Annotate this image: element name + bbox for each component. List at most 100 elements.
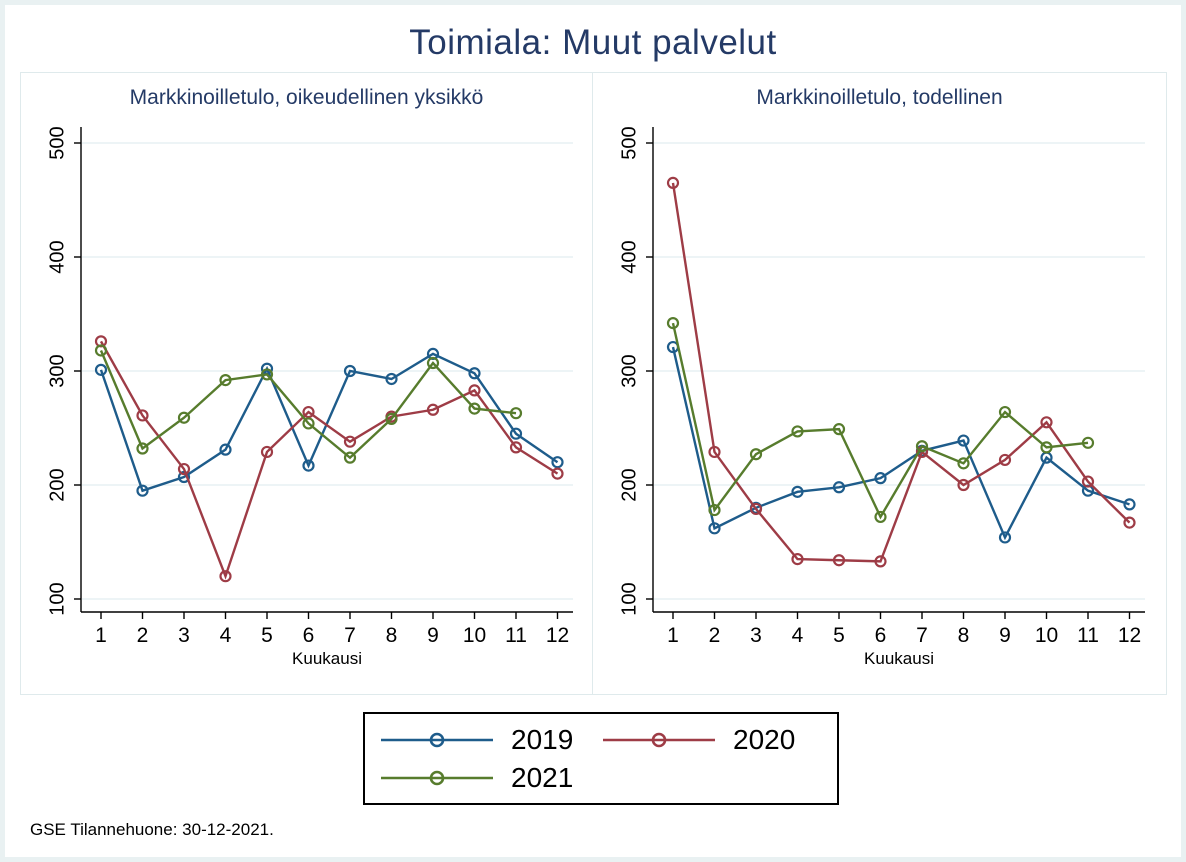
x-axis-label: Kuukausi	[864, 649, 934, 668]
y-tick-label: 300	[46, 354, 68, 387]
data-marker-2020	[832, 554, 846, 567]
x-axis-label: Kuukausi	[292, 649, 362, 668]
data-marker-2020	[1081, 475, 1095, 488]
series-line-2020	[671, 182, 1131, 563]
data-marker-2021	[302, 417, 315, 430]
data-marker-2019	[509, 427, 523, 440]
data-marker-2021	[791, 425, 804, 438]
data-marker-2020	[1123, 516, 1136, 529]
x-tick-label: 4	[220, 624, 232, 647]
x-tick-label: 5	[833, 624, 845, 647]
y-tick-label: 200	[618, 468, 640, 501]
data-marker-2019	[957, 434, 970, 447]
legend-box: 2019 2020 2021	[363, 712, 839, 805]
left-chart-title: Markkinoilletulo, oikeudellinen yksikkö	[129, 86, 484, 109]
x-tick-label: 3	[178, 624, 190, 647]
source-note: GSE Tilannehuone: 30-12-2021.	[30, 820, 274, 839]
data-marker-2019	[791, 485, 804, 498]
legend-entry-2020: 2020	[601, 724, 823, 756]
y-tick-label: 400	[618, 240, 640, 273]
y-tick-label: 300	[618, 354, 640, 387]
legend-label-2019: 2019	[511, 723, 574, 755]
data-marker-2020	[666, 176, 680, 190]
data-marker-2021	[426, 356, 440, 370]
legend-entry-2021: 2021	[379, 762, 601, 794]
x-tick-label: 4	[792, 624, 804, 647]
data-marker-2020	[468, 384, 481, 397]
data-marker-2021	[708, 503, 721, 517]
data-marker-2019	[468, 367, 481, 380]
data-marker-2019	[219, 443, 232, 456]
left-chart-panel: 100 200 300 400 500 1 2 3 4 5 6 7 8 9 10 11 12 Kuukausi M…	[20, 72, 593, 695]
data-marker-2019	[302, 459, 315, 472]
data-marker-2019	[136, 484, 149, 497]
x-tick-label: 7	[344, 624, 356, 647]
x-tick-label: 11	[1077, 624, 1099, 647]
data-marker-2019	[94, 363, 108, 376]
data-marker-2019	[343, 364, 357, 378]
data-marker-2021	[219, 374, 232, 387]
x-tick-label: 3	[750, 624, 762, 647]
legend-label-2021: 2021	[511, 761, 574, 793]
data-marker-2019	[1123, 498, 1136, 511]
x-tick-label: 10	[463, 624, 486, 647]
data-marker-2021	[509, 407, 523, 420]
series-line-2021	[99, 350, 517, 460]
data-marker-2020	[136, 409, 149, 422]
y-tick-label: 400	[46, 240, 68, 273]
legend-label-2020: 2020	[733, 723, 796, 755]
x-tick-label: 10	[1035, 624, 1058, 647]
x-tick-label: 6	[303, 624, 315, 647]
data-marker-2021	[832, 423, 846, 436]
data-marker-2020	[426, 403, 440, 416]
right-chart-panel: 100 200 300 400 500 1 2 3 4 5 6 7 8 9 10 11 12 Kuukausi M…	[592, 72, 1167, 695]
data-marker-2021	[1040, 441, 1053, 454]
legend-entry-2019: 2019	[379, 724, 601, 756]
x-tick-label: 2	[709, 624, 721, 647]
figure-title: Toimiala: Muut palvelut	[409, 23, 777, 62]
data-marker-2020	[708, 445, 721, 459]
series-line-2019	[99, 352, 559, 493]
x-tick-label: 1	[667, 624, 679, 647]
data-marker-2021	[998, 405, 1012, 419]
data-marker-2020	[957, 478, 970, 492]
data-marker-2021	[1081, 436, 1095, 449]
x-tick-label: 12	[546, 624, 569, 647]
data-marker-2021	[385, 412, 398, 425]
y-tick-label: 100	[46, 582, 68, 615]
x-tick-label: 9	[999, 624, 1011, 647]
data-marker-2019	[998, 531, 1012, 544]
data-marker-2019	[385, 372, 398, 386]
data-marker-2020	[874, 555, 887, 568]
x-tick-label: 7	[916, 624, 928, 647]
data-marker-2021	[136, 442, 149, 455]
x-tick-label: 1	[95, 624, 107, 647]
data-marker-2021	[915, 440, 929, 453]
data-marker-2021	[666, 317, 680, 330]
data-marker-2020	[260, 445, 274, 459]
y-tick-label: 500	[46, 126, 68, 159]
data-marker-2020	[302, 405, 315, 419]
data-marker-2020	[219, 570, 232, 583]
y-tick-label: 100	[618, 582, 640, 615]
data-marker-2021	[468, 402, 481, 415]
data-marker-2019	[551, 456, 564, 469]
data-marker-2020	[343, 435, 357, 448]
data-marker-2020	[551, 467, 564, 480]
x-tick-label: 5	[261, 624, 273, 647]
data-marker-2019	[708, 522, 721, 535]
data-marker-2021	[177, 411, 191, 424]
data-marker-2020	[749, 502, 763, 516]
x-tick-label: 8	[958, 624, 970, 647]
data-marker-2020	[177, 462, 191, 476]
data-marker-2021	[957, 457, 970, 470]
x-tick-label: 11	[505, 624, 527, 647]
y-tick-label: 200	[46, 468, 68, 501]
data-marker-2019	[832, 481, 846, 494]
x-tick-label: 6	[875, 624, 887, 647]
legend-swatch-2021-icon	[381, 770, 493, 785]
x-tick-label: 2	[137, 624, 149, 647]
